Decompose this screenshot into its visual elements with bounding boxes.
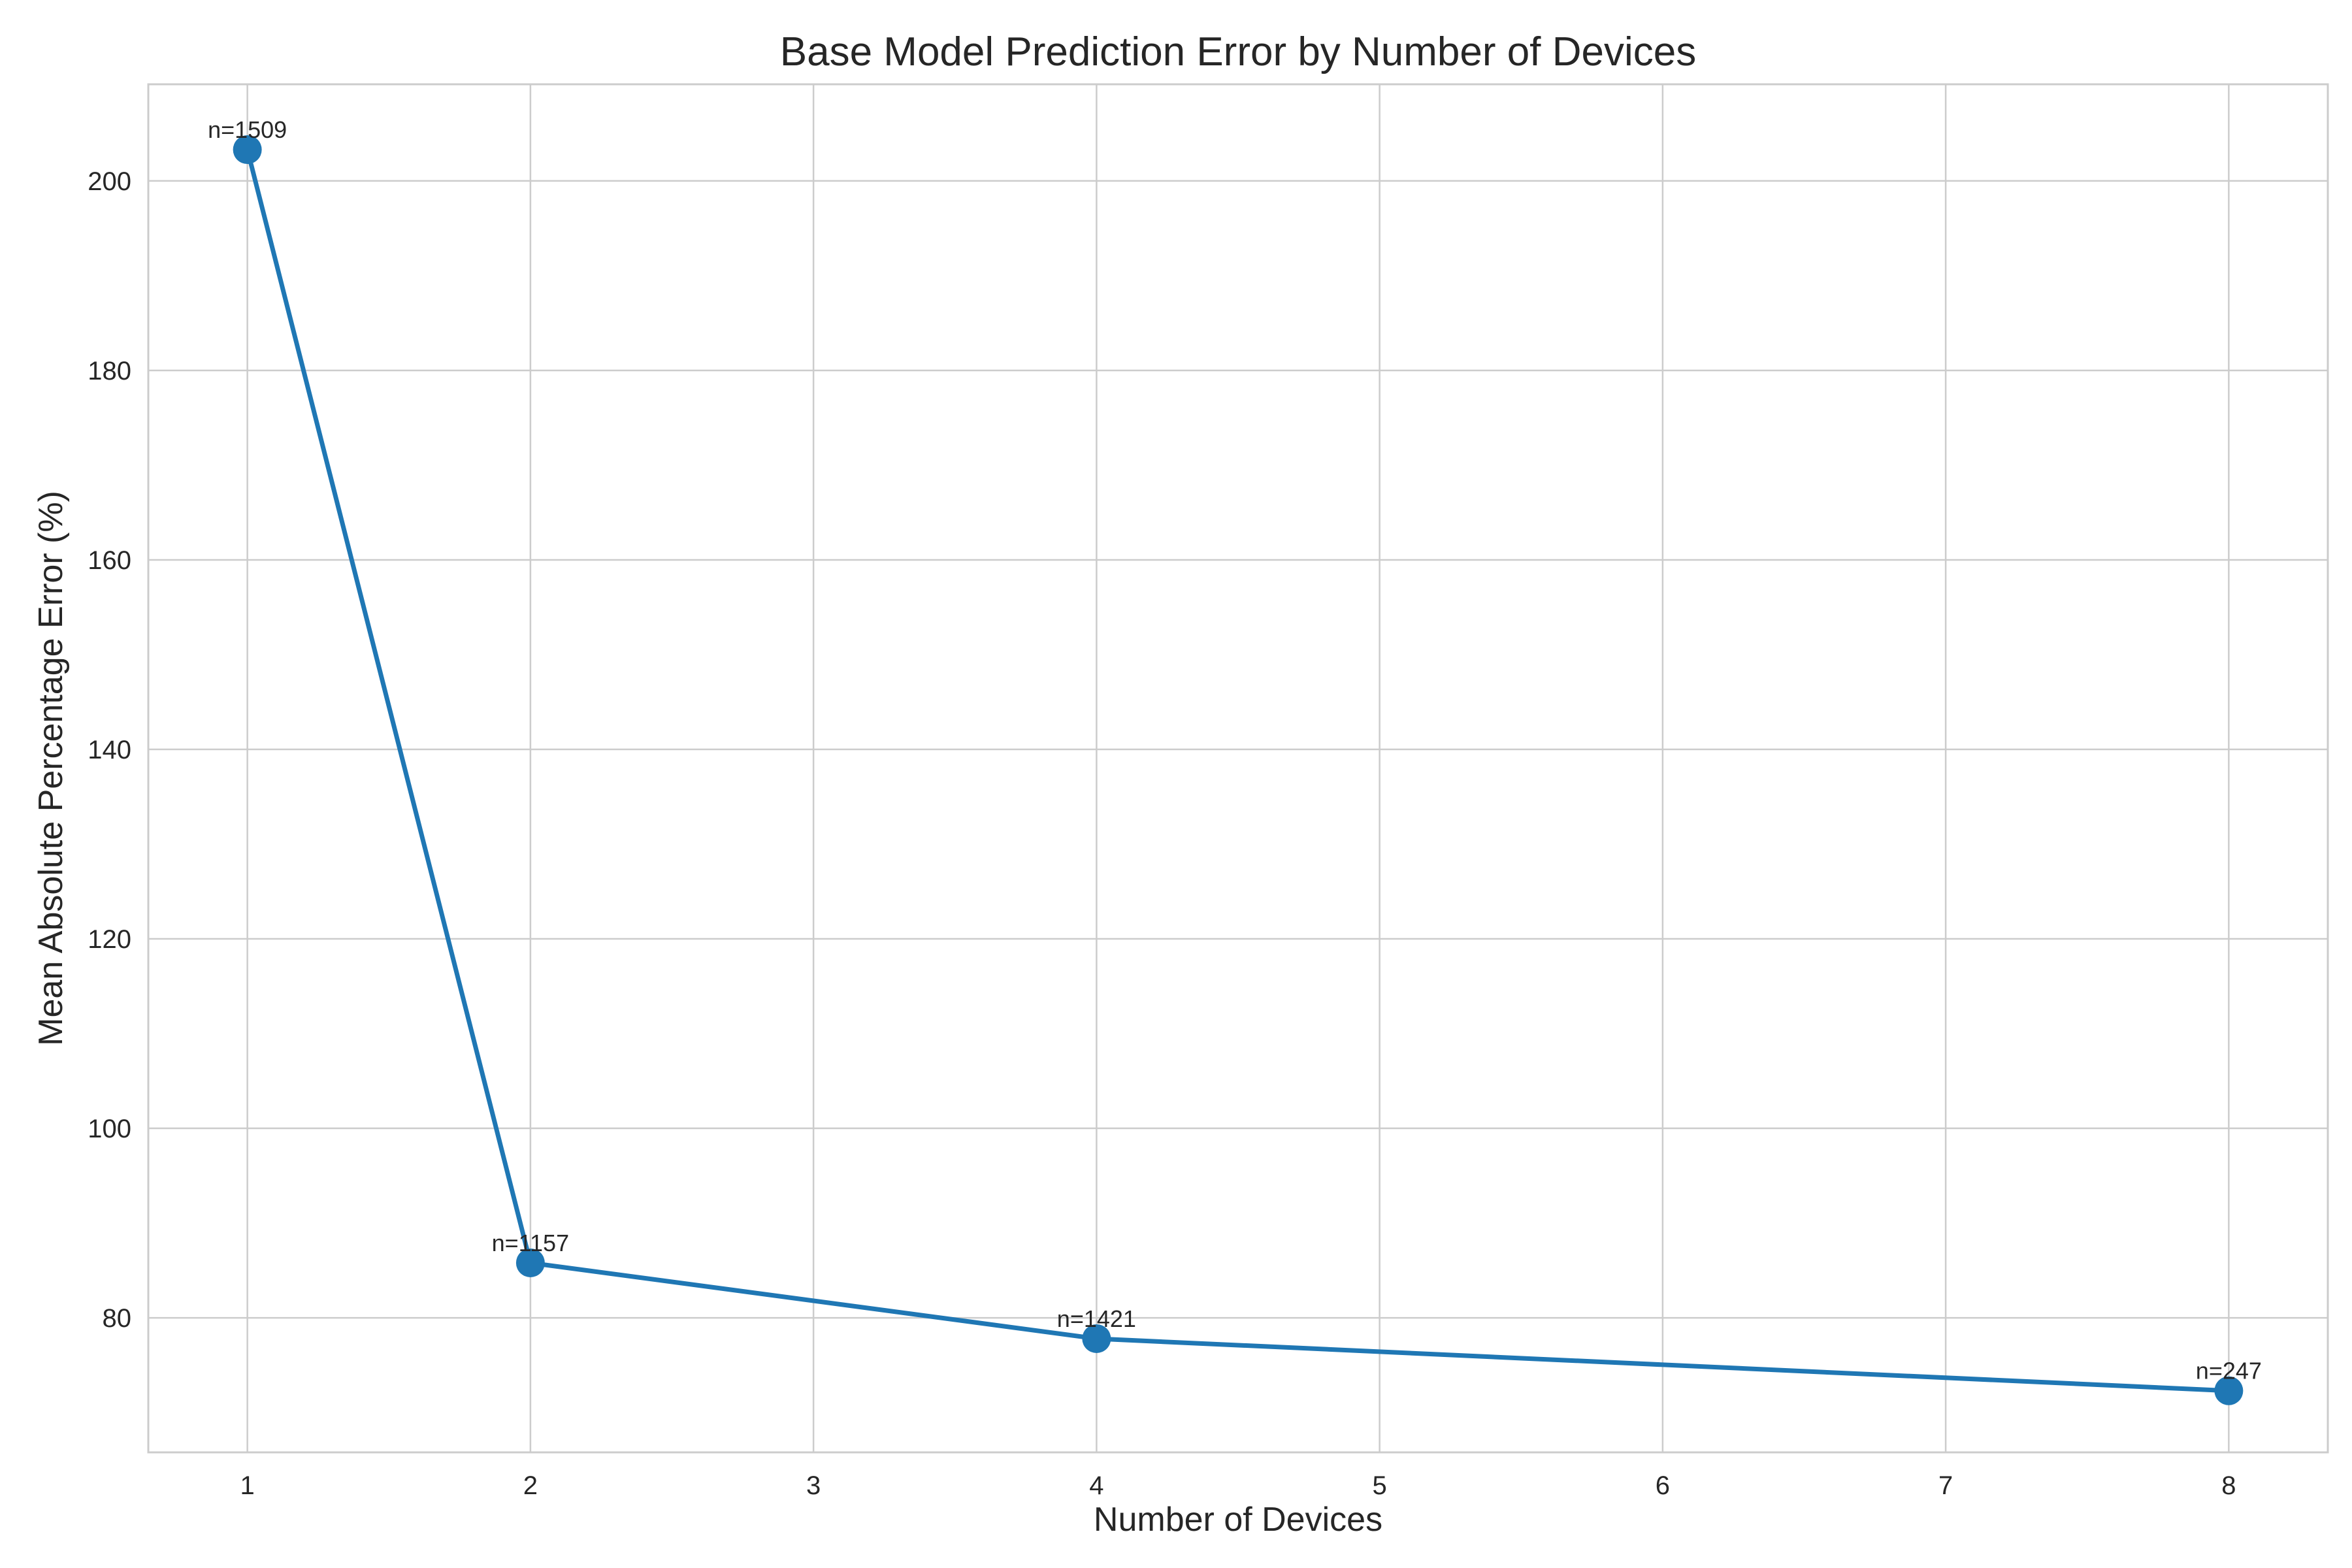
x-tick-label: 4 [1089, 1471, 1103, 1500]
x-axis-label: Number of Devices [1094, 1501, 1382, 1539]
x-tick-label: 2 [523, 1471, 538, 1500]
x-tick-label: 8 [2221, 1471, 2236, 1500]
x-tick-label: 1 [240, 1471, 255, 1500]
y-tick-label: 200 [88, 167, 131, 196]
data-label: n=247 [2196, 1358, 2262, 1384]
y-tick-label: 180 [88, 357, 131, 385]
y-tick-label: 140 [88, 736, 131, 764]
data-point [1082, 1324, 1111, 1353]
y-tick-label: 120 [88, 925, 131, 954]
chart-title: Base Model Prediction Error by Number of… [780, 29, 1696, 74]
grid [148, 84, 2328, 1452]
x-tick-label: 6 [1656, 1471, 1670, 1500]
y-tick-label: 80 [103, 1304, 132, 1333]
series-line [245, 147, 2231, 1394]
tick-labels: 1 2 3 4 5 6 7 8 80 100 120 140 160 180 200 [88, 167, 2236, 1500]
data-point [2214, 1376, 2244, 1405]
data-label: n=1157 [492, 1230, 569, 1256]
data-point [515, 1248, 545, 1277]
data-points: n=1509 n=1157 n=1421 n=247 [208, 116, 2262, 1405]
x-tick-label: 3 [806, 1471, 821, 1500]
series-line-group [245, 147, 2231, 1394]
data-label: n=1421 [1057, 1305, 1136, 1332]
plot-area-frame [147, 83, 2329, 1454]
y-tick-label: 100 [88, 1115, 131, 1143]
data-label: n=1509 [208, 116, 287, 143]
data-point [233, 135, 262, 165]
x-tick-label: 7 [1938, 1471, 1953, 1500]
y-tick-label: 160 [88, 546, 131, 575]
y-axis-label: Mean Absolute Percentage Error (%) [32, 491, 70, 1046]
x-tick-label: 5 [1372, 1471, 1386, 1500]
